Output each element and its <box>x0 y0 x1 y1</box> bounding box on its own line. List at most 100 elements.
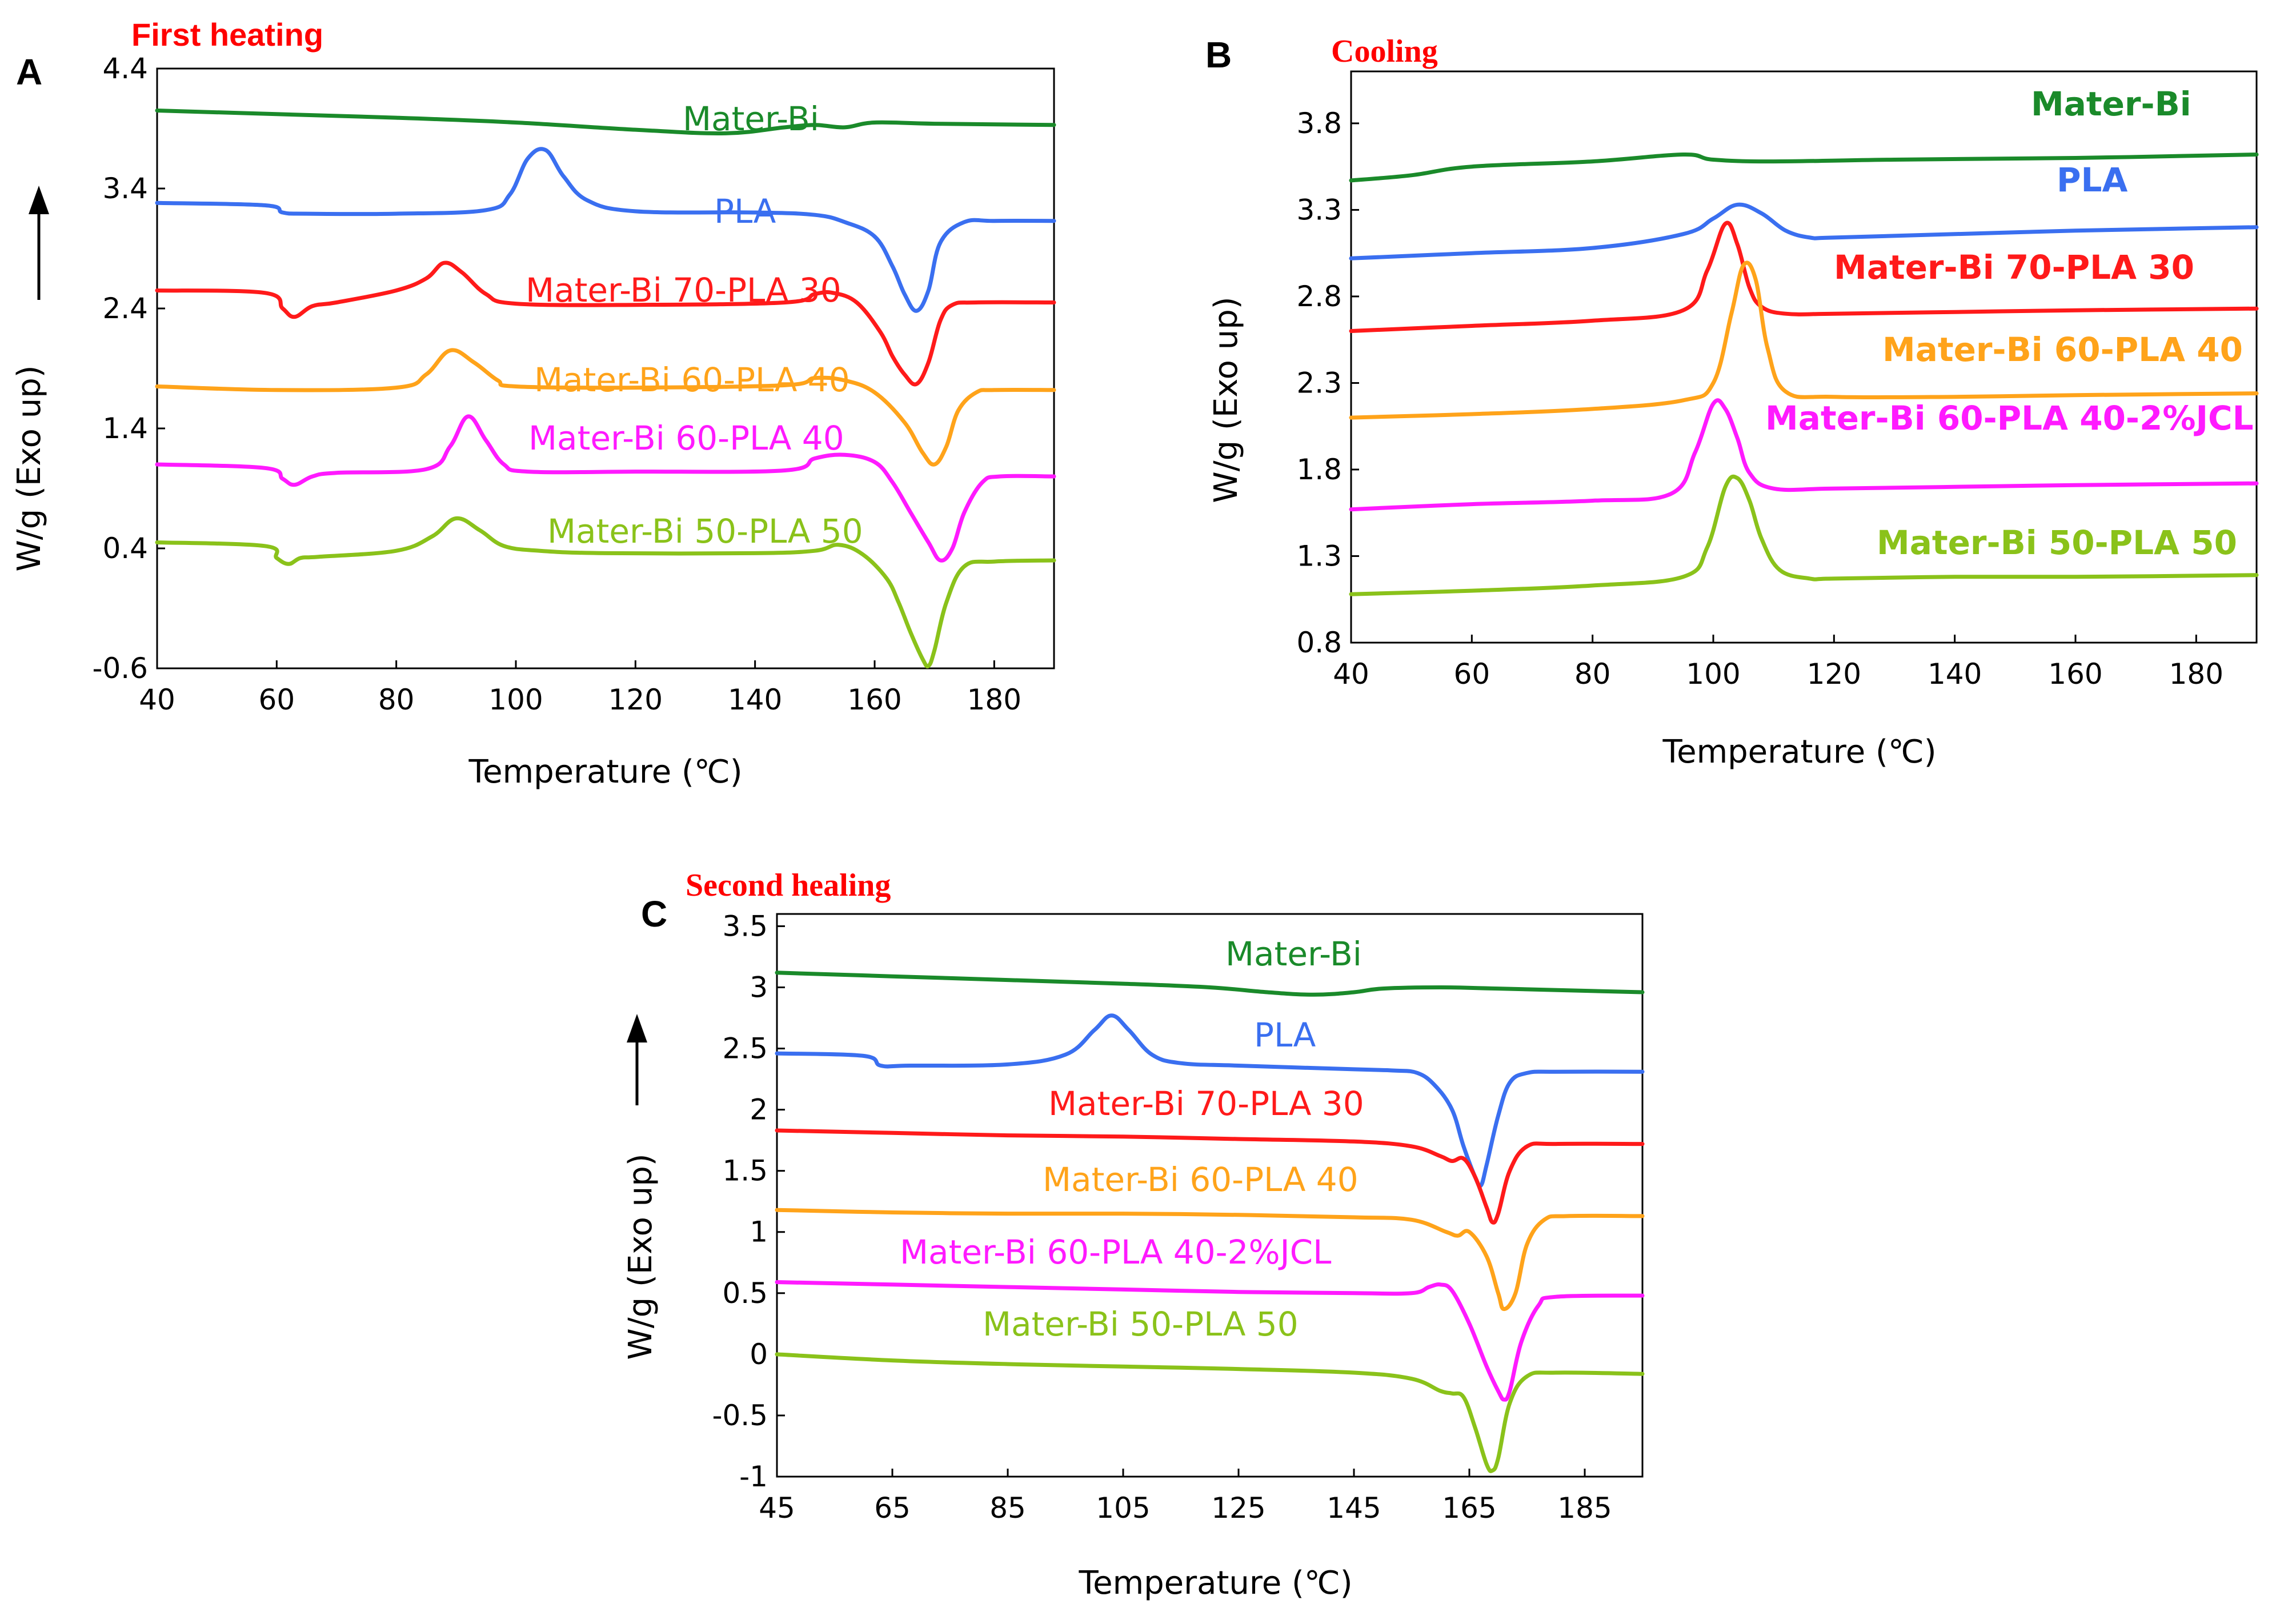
panel-b-ytick-label: 3.3 <box>1296 193 1342 226</box>
panel-a-xlabel: Temperature (℃) <box>468 753 742 791</box>
panel-c-xtick-label: 125 <box>1211 1491 1265 1525</box>
panel-b-ytick-label: 0.8 <box>1296 626 1342 659</box>
panel-b-label-mb60: Mater-Bi 60-PLA 40 <box>1882 330 2243 369</box>
panel-c-xtick-label: 105 <box>1096 1491 1150 1525</box>
panel-b-ytick-label: 1.8 <box>1296 453 1342 486</box>
panel-c-label-mb60: Mater-Bi 60-PLA 40 <box>1043 1160 1359 1199</box>
panel-c-xtick-label: 185 <box>1557 1491 1612 1525</box>
panel-c-series <box>775 971 1645 1473</box>
panel-a-letter: A <box>16 51 42 93</box>
panel-c-ytick-label: 2.5 <box>722 1032 768 1065</box>
panel-c-ytick-label: -0.5 <box>712 1399 768 1432</box>
panel-c-ylabel: W/g (Exo up) <box>622 1153 659 1360</box>
panel-a-series-line-5 <box>155 516 1056 668</box>
panel-a-xtick-label: 120 <box>608 683 663 716</box>
panel-b-y-ticks: 0.8 1.3 1.8 2.3 2.8 3.3 3.8 <box>1296 107 1359 659</box>
panel-b-series-line-5 <box>1349 474 2259 596</box>
panel-c-ytick-label: 0.5 <box>722 1277 768 1310</box>
panel-b-xtick-label: 100 <box>1686 657 1740 691</box>
panel-a-label-mb60-magenta: Mater-Bi 60-PLA 40 <box>528 419 844 458</box>
panel-a-xtick-label: 80 <box>378 683 415 716</box>
panel-c-xtick-label: 165 <box>1442 1491 1496 1525</box>
panel-c-xtick-label: 65 <box>874 1491 911 1525</box>
panel-c-ytick-label: 1 <box>750 1216 768 1249</box>
panel-c-label-pla: PLA <box>1254 1016 1316 1054</box>
panel-b: B Cooling 0.8 1.3 1.8 2.3 2.8 3.3 3.8 40 60 80 10… <box>1205 34 2259 771</box>
panel-c-label-materbi: Mater-Bi <box>1225 935 1362 973</box>
panel-c-series-line-3 <box>775 1208 1645 1312</box>
panel-b-xtick-label: 120 <box>1807 657 1861 691</box>
panel-a-ytick-label: 1.4 <box>102 412 148 445</box>
panel-c-x-ticks: 45 65 85 105 125 145 165 185 <box>759 1469 1612 1525</box>
panel-b-series-line-4 <box>1349 398 2259 512</box>
panel-c-ytick-label: 3.5 <box>722 909 768 943</box>
panel-c-title: Second healing <box>686 868 891 903</box>
panel-a-xtick-label: 160 <box>847 683 901 716</box>
panel-b-ylabel: W/g (Exo up) <box>1208 296 1245 503</box>
panel-c: C Second healing -1-0.500.511.522.533.5 … <box>622 868 1645 1602</box>
panel-a-ylabel: W/g (Exo up) <box>11 365 48 571</box>
panel-c-ytick-label: 3 <box>750 971 768 1004</box>
panel-a-series-line-1 <box>155 147 1056 313</box>
panel-a-y-ticks: -0.6 0.4 1.4 2.4 3.4 4.4 <box>92 52 165 685</box>
panel-a-label-materbi: Mater-Bi <box>683 99 819 138</box>
panel-b-plot-frame <box>1350 70 2258 644</box>
panel-a-xtick-label: 60 <box>259 683 295 716</box>
panel-b-title: Cooling <box>1331 34 1438 69</box>
panel-a-ytick-label: 4.4 <box>102 52 148 85</box>
panel-a-xtick-label: 40 <box>139 683 175 716</box>
panel-b-series-line-1 <box>1349 202 2259 260</box>
panel-a-series-line-0 <box>155 109 1056 136</box>
panel-b-series-line-0 <box>1349 152 2259 183</box>
panel-b-ytick-label: 2.3 <box>1296 366 1342 399</box>
panel-a-label-mb60-orange: Mater-Bi 60-PLA 40 <box>534 360 850 399</box>
panel-c-xtick-label: 45 <box>759 1491 795 1525</box>
panel-b-xtick-label: 60 <box>1454 657 1490 691</box>
panel-a-label-mb70: Mater-Bi 70-PLA 30 <box>526 271 842 310</box>
panel-a-ytick-label: 3.4 <box>102 172 148 205</box>
panel-c-plot-frame <box>776 913 1644 1478</box>
panel-b-series <box>1349 152 2259 596</box>
panel-b-xtick-label: 160 <box>2048 657 2102 691</box>
panel-b-series-line-2 <box>1349 220 2259 333</box>
panel-b-xtick-label: 180 <box>2169 657 2223 691</box>
panel-b-x-ticks: 40 60 80 100 120 140 160 180 <box>1333 635 2223 691</box>
panel-b-series-line-3 <box>1349 260 2259 420</box>
panel-c-label-mb60jcl: Mater-Bi 60-PLA 40-2%JCL <box>900 1233 1331 1272</box>
panel-b-ytick-label: 3.8 <box>1296 107 1342 140</box>
panel-a-plot-frame <box>156 67 1055 669</box>
panel-b-label-mb50: Mater-Bi 50-PLA 50 <box>1877 523 2237 562</box>
panel-b-label-pla: PLA <box>2057 161 2127 199</box>
panel-a-xtick-label: 180 <box>967 683 1021 716</box>
panel-c-y-ticks: -1 -0.5 0 0.5 1 1.5 2 2.5 3 3.5 <box>712 909 785 1493</box>
panel-a-title: First heating <box>131 17 323 53</box>
panel-c-label-mb70: Mater-Bi 70-PLA 30 <box>1048 1084 1364 1123</box>
panel-b-xtick-label: 140 <box>1928 657 1982 691</box>
panel-c-ytick-label: -1 <box>739 1460 768 1493</box>
panel-a-label-mb50: Mater-Bi 50-PLA 50 <box>547 512 863 551</box>
panel-c-series-line-4 <box>775 1280 1645 1402</box>
panel-a-series-line-3 <box>155 348 1056 467</box>
panel-b-label-mb60jcl: Mater-Bi 60-PLA 40-2%JCL <box>1765 399 2254 438</box>
panel-c-letter: C <box>641 893 667 935</box>
panel-b-label-materbi: Mater-Bi <box>2031 85 2191 123</box>
panel-a-up-arrow <box>29 186 49 300</box>
panel-b-label-mb70: Mater-Bi 70-PLA 30 <box>1834 248 2194 287</box>
panel-b-ytick-label: 1.3 <box>1296 539 1342 572</box>
panel-c-series-line-5 <box>775 1352 1645 1473</box>
panel-b-xlabel: Temperature (℃) <box>1662 733 1936 771</box>
panel-a-label-pla: PLA <box>714 192 776 231</box>
panel-a-ytick-label: 0.4 <box>102 532 148 565</box>
panel-c-series-line-0 <box>775 971 1645 997</box>
panel-a-series-line-4 <box>155 414 1056 563</box>
panel-b-xtick-label: 80 <box>1574 657 1611 691</box>
panel-c-xlabel: Temperature (℃) <box>1078 1565 1352 1602</box>
panel-b-xtick-label: 40 <box>1333 657 1369 691</box>
panel-c-xtick-label: 85 <box>989 1491 1026 1525</box>
panel-a-ytick-label: 2.4 <box>102 292 148 325</box>
panel-c-series-line-1 <box>775 1013 1645 1188</box>
panel-a-xtick-label: 140 <box>728 683 782 716</box>
panel-c-xtick-label: 145 <box>1327 1491 1381 1525</box>
panel-a-series-line-2 <box>155 260 1056 387</box>
